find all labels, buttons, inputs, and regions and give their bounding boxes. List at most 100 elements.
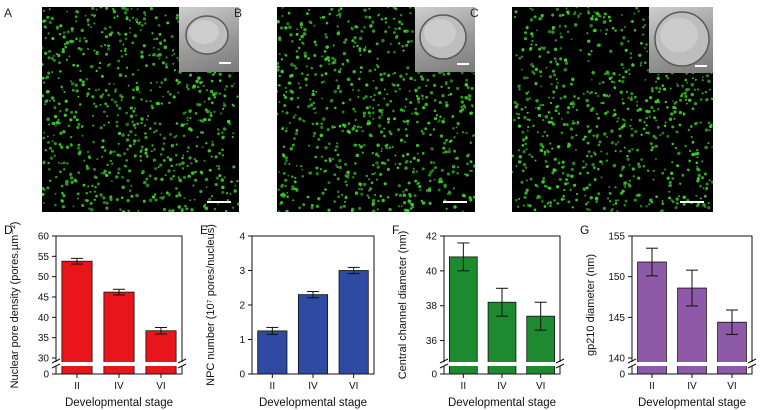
y-tick-label: 40 [38,313,50,324]
error-bar-iv [113,288,125,296]
bar-iv [103,291,135,375]
y-tick-label: 2 [239,301,245,312]
pore-dot-group [42,7,239,212]
error-bar-ii [71,257,83,265]
chart-e-svg: E 0 1 2 3 4 II IV VI Developmental stage NPC numbe… [200,223,375,409]
y-tick-label: 60 [38,232,50,243]
y-tick-label: 1 [239,335,245,346]
y-tick-label: 145 [608,313,625,324]
nucleus-inset-a [179,7,239,72]
y-tick-label: 4 [239,232,245,243]
x-tick-label-ii: II [461,381,467,392]
inset-scalebar-a [219,62,231,64]
bar-vi [338,270,369,375]
x-tick-label-ii: II [270,381,276,392]
axis-break-mark [51,358,187,369]
x-tick-label-iv: IV [308,381,318,392]
x-axis-label: Developmental stage [65,397,173,409]
bar-vi [145,330,177,375]
panel-letter-a: A [4,6,13,20]
plot-frame [55,235,183,375]
error-bar-ii [646,247,658,277]
y-tick-label: 35 [38,333,50,344]
y-axis-label: Central channel diameter (nm) [397,231,409,380]
bar-ii [61,260,93,375]
axis-break-mark [627,358,757,369]
bar-ii [257,330,288,375]
panel-letter-c: C [470,6,479,20]
x-tick-label-vi: VI [727,381,736,392]
panel-letter-f: F [392,223,399,237]
y-tick-label: 38 [426,301,438,312]
error-bar-vi [155,327,167,335]
x-axis-label: Developmental stage [259,397,367,409]
y-tick-label: 3 [239,266,245,277]
x-tick-label-ii: II [649,381,655,392]
y-axis-label: gp210 diameter (nm) [585,254,597,356]
chart-g-svg: G 140 145 150 155 0 II IV VI Developmental stage g… [580,223,760,409]
chart-f-svg: F 36 38 40 42 0 II IV VI Developmental stage Centr… [392,223,568,409]
y-tick-label: 30 [38,354,50,365]
axis-break-band [436,362,568,366]
pore-dots-c [512,7,713,212]
plot-frame [631,235,753,375]
x-tick-label-iv: IV [687,381,697,392]
micrograph-a [42,7,239,212]
error-bar-vi [534,301,547,331]
y-tick-label: 50 [38,272,50,283]
bar-ii [637,261,667,375]
bar-ii [449,256,478,375]
error-bar-ii [457,242,470,272]
micrograph-b [277,7,475,212]
chart-d-svg: D 30 35 40 45 50 55 60 0 II IV VI Developmental stag… [4,222,190,409]
x-tick-label-vi: VI [536,381,545,392]
x-axis-label: Developmental stage [448,397,556,409]
y-tick-label: 55 [38,252,50,263]
panel-letter-g: G [580,223,589,237]
y-tick-label: 45 [38,293,50,304]
scalebar-b [443,201,467,203]
scalebar-c [680,201,704,203]
y-tick-label: 155 [608,232,625,243]
pore-dot-group [512,7,713,212]
chart-f: F 36 38 40 42 0 II IV VI Developmental stage Centr… [388,222,568,410]
inset-scalebar-b [457,63,469,65]
y-tick-label: 42 [426,232,438,243]
y-axis-label: Nuclear pore density (pores.µm⁻²) [9,222,21,389]
micrograph-c [512,7,713,212]
y-tick-label-zero: 0 [619,370,625,381]
x-tick-label-iv: IV [497,381,507,392]
y-tick-label: 36 [426,336,438,347]
axis-break-band [48,362,190,366]
pore-dots-a [42,7,239,212]
plot-frame [443,235,561,375]
axis-break-mark [439,358,565,369]
y-tick-label: 40 [426,266,438,277]
y-tick-label-zero: 0 [431,370,437,381]
plot-frame [251,235,375,375]
chart-d: D 30 35 40 45 50 55 60 0 II IV VI Developmental stag… [0,222,190,410]
nucleus-inset-b [415,7,475,72]
error-bar-vi [726,309,738,335]
panel-letter-e: E [200,223,208,237]
y-tick-label: 0 [239,370,245,381]
error-bar-ii [266,326,279,335]
error-bar-vi [347,266,360,275]
chart-g: G 140 145 150 155 0 II IV VI Developmental stage g… [576,222,760,410]
y-tick-label: 150 [608,272,625,283]
error-bar-iv [307,291,319,299]
x-tick-label-ii: II [74,381,80,392]
x-tick-label-iv: IV [114,381,124,392]
x-axis-label: Developmental stage [638,397,746,409]
panel-letter-d: D [4,223,13,237]
bar-iv [297,294,329,375]
y-tick-label-zero: 0 [43,370,49,381]
chart-e: E 0 1 2 3 4 II IV VI Developmental stage NPC numbe… [196,222,382,410]
error-bar-iv [496,287,508,317]
x-tick-label-vi: VI [349,381,358,392]
y-tick-label: 140 [608,354,625,365]
panel-letter-b: B [234,6,243,20]
error-bar-iv [686,269,698,307]
y-axis-label: NPC number (10⁷ pores/nucleus) [205,224,217,386]
x-tick-label-vi: VI [156,381,165,392]
